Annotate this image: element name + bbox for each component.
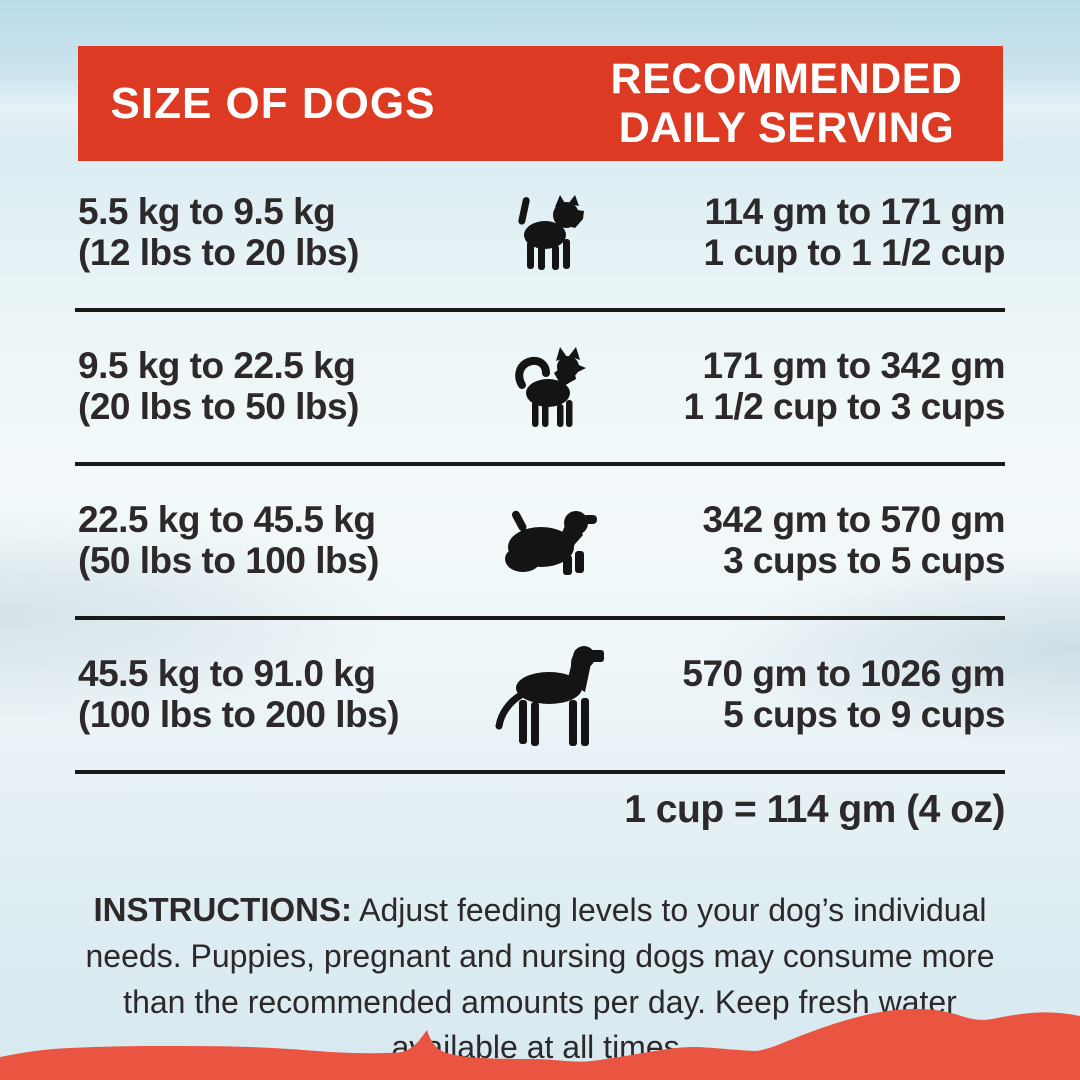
size-imperial: (100 lbs to 200 lbs) bbox=[78, 694, 400, 735]
size-metric: 5.5 kg to 9.5 kg bbox=[78, 191, 336, 233]
serving-cell: 114 gm to 171 gm 1 cup to 1 1/2 cup bbox=[628, 191, 1006, 273]
size-metric: 45.5 kg to 91.0 kg bbox=[78, 653, 376, 695]
serving-weight: 114 gm to 171 gm bbox=[704, 191, 1006, 233]
table-header: SIZE OF DOGS RECOMMENDED DAILY SERVING bbox=[78, 46, 1003, 161]
medium-dog-icon bbox=[468, 345, 628, 429]
header-serving-line1: RECOMMENDED bbox=[610, 54, 963, 103]
size-metric: 22.5 kg to 45.5 kg bbox=[78, 499, 376, 541]
dog-size-cell: 22.5 kg to 45.5 kg (50 lbs to 100 lbs) bbox=[75, 500, 468, 581]
table-row: 45.5 kg to 91.0 kg (100 lbs to 200 lbs) bbox=[75, 620, 1006, 774]
dog-size-cell: 5.5 kg to 9.5 kg (12 lbs to 20 lbs) bbox=[75, 192, 468, 273]
serving-cell: 171 gm to 342 gm 1 1/2 cup to 3 cups bbox=[628, 346, 1005, 427]
giant-dog-icon bbox=[468, 642, 628, 748]
serving-weight: 570 gm to 1026 gm bbox=[682, 653, 1005, 695]
header-recommended-daily-serving: RECOMMENDED DAILY SERVING bbox=[468, 55, 1003, 152]
serving-cell: 570 gm to 1026 gm 5 cups to 9 cups bbox=[628, 654, 1005, 735]
header-size-of-dogs: SIZE OF DOGS bbox=[110, 78, 436, 128]
conversion-note: 1 cup = 114 gm (4 oz) bbox=[624, 788, 1005, 831]
large-dog-icon bbox=[468, 505, 628, 577]
table-row: 22.5 kg to 45.5 kg (50 lbs to 100 lbs) bbox=[75, 466, 1006, 620]
serving-cups: 1 1/2 cup to 3 cups bbox=[683, 386, 1005, 427]
red-wave-decoration bbox=[0, 1009, 1080, 1080]
size-imperial: (12 lbs to 20 lbs) bbox=[78, 232, 359, 273]
instructions-text: INSTRUCTIONS: Adjust feeding levels to y… bbox=[60, 886, 1020, 1071]
size-imperial: (50 lbs to 100 lbs) bbox=[78, 540, 380, 581]
size-imperial: (20 lbs to 50 lbs) bbox=[78, 386, 359, 427]
table-row: 5.5 kg to 9.5 kg (12 lbs to 20 lbs) bbox=[75, 158, 1006, 312]
instructions-body: Adjust feeding levels to your dog’s indi… bbox=[85, 892, 995, 1066]
serving-cups: 1 cup to 1 1/2 cup bbox=[703, 232, 1006, 273]
dog-size-cell: 45.5 kg to 91.0 kg (100 lbs to 200 lbs) bbox=[75, 654, 468, 735]
header-serving-line2: DAILY SERVING bbox=[618, 103, 955, 152]
size-metric: 9.5 kg to 22.5 kg bbox=[78, 345, 356, 387]
dog-size-cell: 9.5 kg to 22.5 kg (20 lbs to 50 lbs) bbox=[75, 346, 468, 427]
instructions-label: INSTRUCTIONS: bbox=[93, 891, 353, 928]
serving-cups: 3 cups to 5 cups bbox=[723, 540, 1005, 581]
serving-cups: 5 cups to 9 cups bbox=[723, 694, 1005, 735]
feeding-table: 5.5 kg to 9.5 kg (12 lbs to 20 lbs) bbox=[75, 158, 1006, 774]
serving-weight: 171 gm to 342 gm bbox=[702, 345, 1005, 387]
table-row: 9.5 kg to 22.5 kg (20 lbs to 50 lbs) bbox=[75, 312, 1006, 466]
serving-weight: 342 gm to 570 gm bbox=[702, 499, 1005, 541]
serving-cell: 342 gm to 570 gm 3 cups to 5 cups bbox=[628, 500, 1005, 581]
small-dog-icon bbox=[468, 193, 628, 273]
